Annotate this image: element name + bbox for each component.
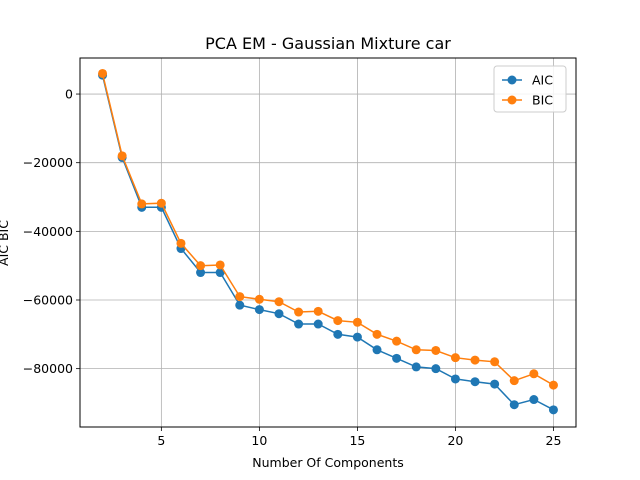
bic-point	[548, 380, 558, 390]
aic-point	[392, 353, 402, 363]
bic-point	[431, 345, 441, 355]
bic-point	[509, 376, 519, 386]
plot-area-frame	[79, 57, 577, 428]
aic-point	[274, 309, 284, 319]
bic-point	[254, 294, 264, 304]
bic-point	[215, 260, 225, 270]
bic-point	[490, 357, 500, 367]
bic-point	[450, 353, 460, 363]
axis-ticks: 5 10 15 20 25 0 −20000 −40000 −60000 −80000	[23, 87, 562, 448]
aic-point	[235, 300, 245, 310]
bic-point	[235, 292, 245, 302]
legend-aic-label: AIC	[532, 73, 553, 88]
bic-point	[274, 297, 284, 307]
bic-point	[372, 329, 382, 339]
aic-point	[548, 405, 558, 415]
x-tick-label: 25	[546, 433, 562, 448]
x-tick-label: 20	[447, 433, 463, 448]
legend-bic-swatch-marker	[507, 95, 517, 105]
x-tick-label: 5	[157, 433, 165, 448]
y-tick-label: −80000	[23, 361, 73, 376]
bic-point	[333, 316, 343, 326]
bic-point	[156, 198, 166, 208]
bic-point	[117, 151, 127, 161]
y-axis-label: AIC BIC	[0, 220, 11, 266]
y-tick-label: −60000	[23, 292, 73, 307]
bic-point	[411, 345, 421, 355]
aic-point	[509, 400, 519, 410]
bic-point	[137, 199, 147, 209]
aic-point	[294, 319, 304, 329]
x-tick-label: 10	[251, 433, 267, 448]
y-tick-label: 0	[65, 87, 73, 102]
aic-point	[254, 305, 264, 315]
x-tick-label: 15	[349, 433, 365, 448]
legend-box	[493, 65, 567, 113]
legend-aic-swatch-marker	[507, 75, 517, 85]
grid-lines	[80, 58, 576, 427]
bic-point	[176, 238, 186, 248]
aic-point	[529, 395, 539, 405]
bic-point	[529, 369, 539, 379]
aic-point	[470, 377, 480, 387]
bic-point	[392, 336, 402, 346]
aic-point	[352, 332, 362, 342]
aic-point	[196, 268, 206, 278]
bic-point	[294, 307, 304, 317]
aic-point	[372, 345, 382, 355]
aic-point	[431, 364, 441, 374]
aic-point	[313, 319, 323, 329]
aic-point	[490, 379, 500, 389]
bic-point	[352, 317, 362, 327]
aic-point	[450, 374, 460, 384]
y-tick-label: −20000	[23, 155, 73, 170]
legend-bic-label: BIC	[532, 93, 553, 108]
y-tick-label: −40000	[23, 224, 73, 239]
aic-point	[411, 362, 421, 372]
bic-point	[470, 355, 480, 365]
series-layer	[98, 68, 558, 415]
bic-point	[313, 306, 323, 316]
aic-point	[333, 329, 343, 339]
bic-line	[101, 73, 554, 386]
aic-point	[215, 268, 225, 278]
bic-point	[98, 68, 108, 78]
chart-title: PCA EM - Gaussian Mixture car	[205, 34, 451, 53]
bic-point	[196, 261, 206, 271]
legend: AIC BIC	[493, 65, 567, 113]
aic-line	[101, 75, 554, 411]
x-axis-label: Number Of Components	[252, 455, 403, 470]
